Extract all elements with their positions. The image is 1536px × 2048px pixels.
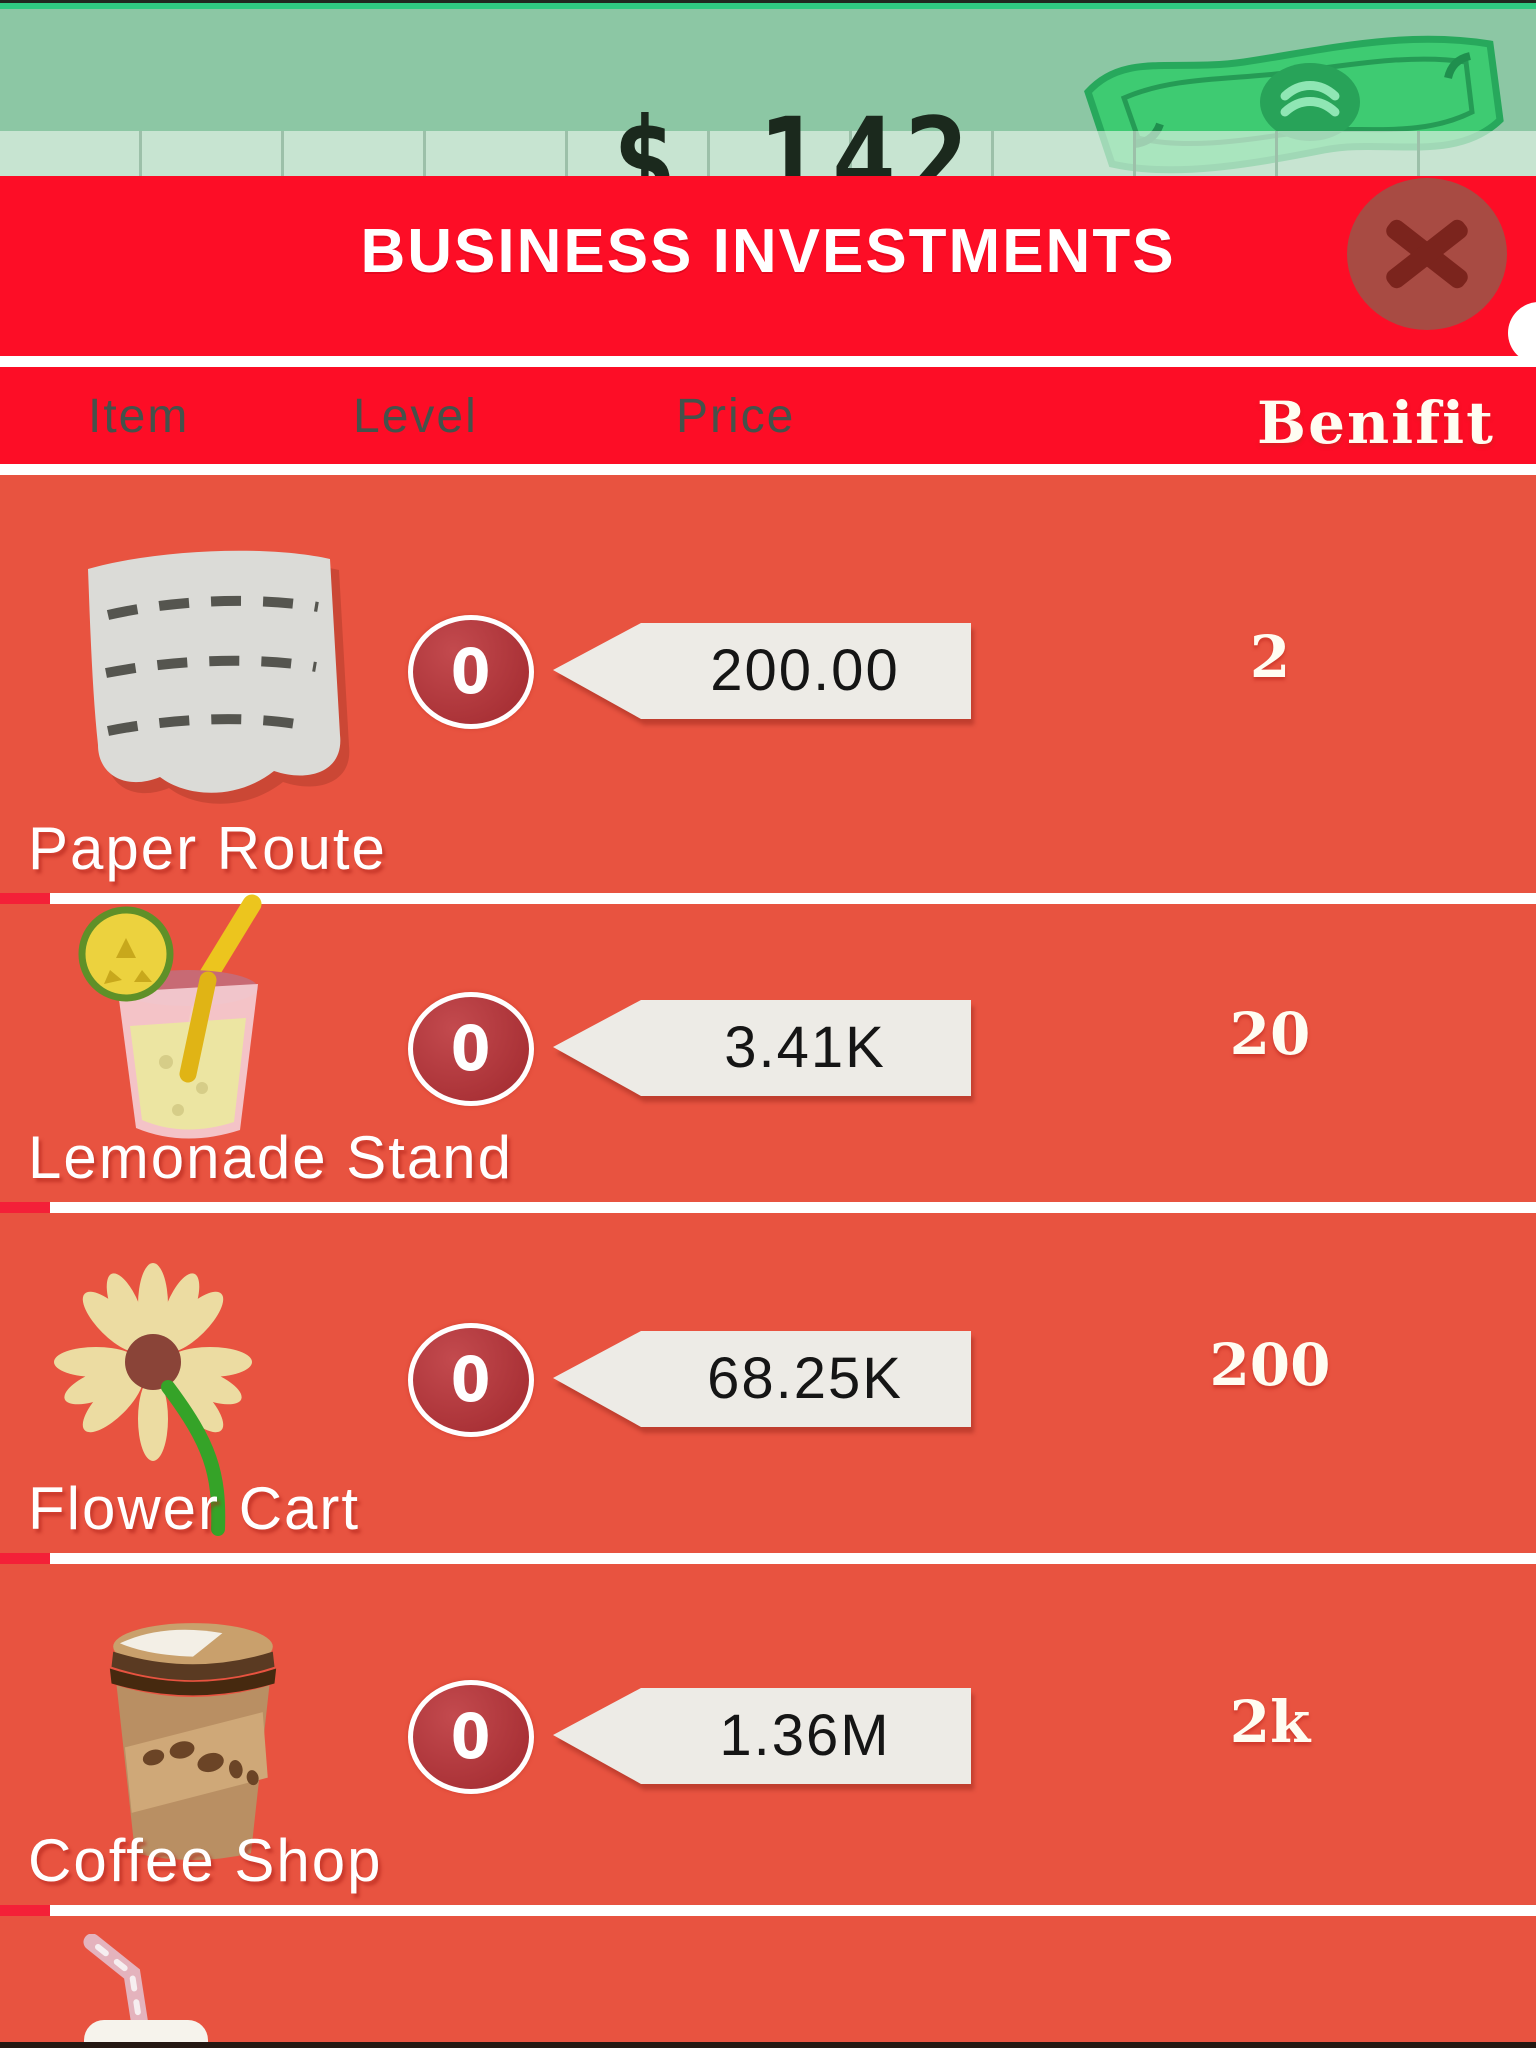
price-value: 3.41K xyxy=(724,1014,886,1080)
milkshake-cup-icon xyxy=(83,1934,208,2044)
table-header-row: Item Level Price Benifit xyxy=(0,367,1536,464)
screen-bottom-edge xyxy=(0,2042,1536,2048)
investment-row-paper-route[interactable]: 0 200.00 2 Paper Route xyxy=(0,475,1536,893)
price-tag-button[interactable]: 3.41K xyxy=(553,998,971,1096)
modal-header: BUSINESS INVESTMENTS xyxy=(0,176,1536,364)
level-badge: 0 xyxy=(408,615,534,729)
benefit-value: 200 xyxy=(1209,1331,1331,1399)
price-value: 68.25K xyxy=(707,1345,903,1411)
price-tag-button[interactable]: 200.00 xyxy=(553,621,971,719)
price-tag-shape: 3.41K xyxy=(553,1000,971,1096)
top-edge-line xyxy=(0,0,1536,3)
column-header-level: Level xyxy=(353,390,478,443)
price-value: 200.00 xyxy=(710,637,900,703)
item-name: Lemonade Stand xyxy=(28,1124,514,1191)
price-tag-button[interactable]: 68.25K xyxy=(553,1329,971,1427)
separator-line xyxy=(0,1202,1536,1213)
investment-row-lemonade-stand[interactable]: 0 3.41K 20 Lemonade Stand xyxy=(0,894,1536,1202)
lemonade-cup-icon xyxy=(78,894,262,1139)
item-name: Coffee Shop xyxy=(28,1827,383,1894)
separator-line xyxy=(0,1553,1536,1564)
investment-row-partial[interactable] xyxy=(0,1916,1536,2044)
item-name: Paper Route xyxy=(28,815,387,882)
ruler-ticks-strip xyxy=(0,131,1536,176)
investment-row-flower-cart[interactable]: 0 68.25K 200 Flower Cart xyxy=(0,1213,1536,1553)
benefit-value: 2k xyxy=(1229,1688,1311,1756)
coffee-cup-icon xyxy=(109,1623,277,1860)
price-tag-shape: 200.00 xyxy=(553,623,971,719)
modal-title: BUSINESS INVESTMENTS xyxy=(360,217,1176,286)
close-button[interactable] xyxy=(1347,178,1507,330)
separator-line xyxy=(0,893,1536,904)
item-name: Flower Cart xyxy=(28,1475,361,1542)
top-accent-line xyxy=(0,3,1536,9)
level-badge: 0 xyxy=(408,1680,534,1794)
column-header-price: Price xyxy=(676,390,796,443)
level-badge: 0 xyxy=(408,992,534,1106)
separator-line xyxy=(0,464,1536,475)
investment-row-coffee-shop[interactable]: 0 1.36M 2k Coffee Shop xyxy=(0,1564,1536,1905)
business-investments-modal: BUSINESS INVESTMENTS Item Level Price Be… xyxy=(0,176,1536,2048)
edge-partial-circle xyxy=(1508,302,1536,364)
column-header-benefit: Benifit xyxy=(1257,389,1495,457)
benefit-value: 20 xyxy=(1229,1000,1311,1068)
price-tag-shape: 1.36M xyxy=(553,1688,971,1784)
separator-line xyxy=(0,356,1536,367)
daisy-flower-icon xyxy=(54,1263,252,1536)
benefit-value: 2 xyxy=(1249,623,1291,691)
newspaper-icon xyxy=(88,550,350,804)
price-value: 1.36M xyxy=(719,1702,891,1768)
column-header-item: Item xyxy=(88,390,190,443)
price-tag-button[interactable]: 1.36M xyxy=(553,1686,971,1784)
separator-line xyxy=(0,1905,1536,1916)
price-tag-shape: 68.25K xyxy=(553,1331,971,1427)
level-badge: 0 xyxy=(408,1323,534,1437)
